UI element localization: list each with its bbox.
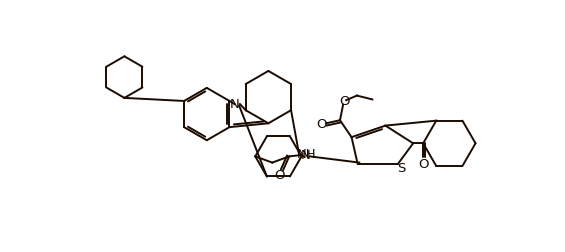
- Text: NH: NH: [297, 147, 317, 160]
- Text: N: N: [229, 97, 240, 110]
- Text: N: N: [301, 149, 310, 162]
- Text: O: O: [340, 94, 350, 107]
- Text: O: O: [316, 117, 327, 130]
- Text: S: S: [397, 161, 406, 174]
- Text: O: O: [275, 169, 285, 182]
- Text: O: O: [418, 157, 428, 170]
